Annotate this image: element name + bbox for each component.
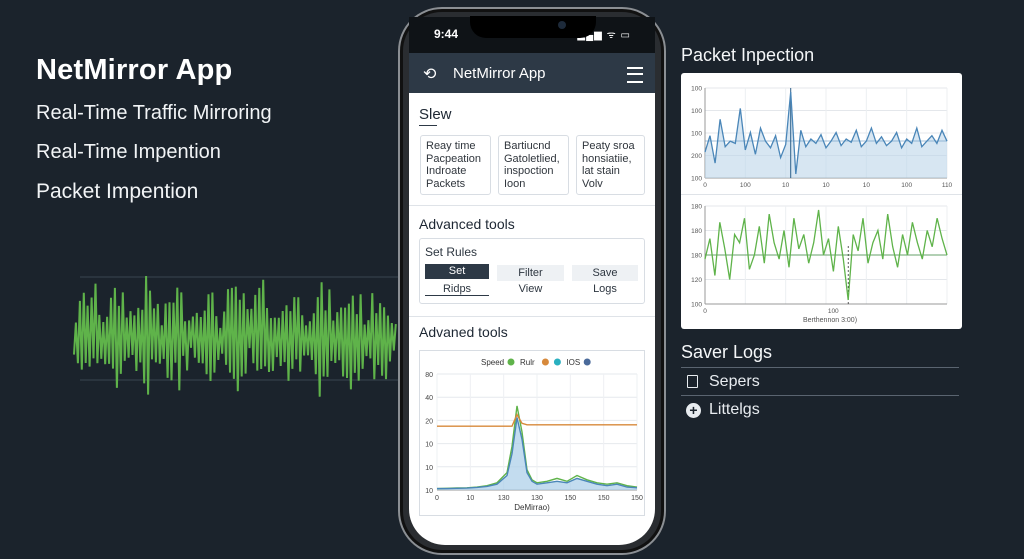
- x-tick-label: 150: [564, 495, 576, 502]
- y-tick-label: 80: [425, 372, 433, 379]
- x-tick-label: 150: [598, 495, 610, 502]
- plus-circle-icon: +: [686, 403, 701, 418]
- inspection-panel: [681, 73, 962, 329]
- x-tick-label: 10: [782, 182, 790, 189]
- y-tick-label: 100: [691, 108, 702, 115]
- phone-notch: [470, 16, 596, 38]
- packet-inspection-title: Packet Inpection: [681, 45, 815, 65]
- feature-card-1[interactable]: Reay time Pacpeation Indroate Packets: [420, 135, 491, 195]
- log-item-littelgs[interactable]: + Littelgs: [686, 401, 956, 423]
- status-icons: ▂▄▆ ᯤ ▭: [577, 30, 631, 41]
- document-icon: [687, 375, 698, 388]
- y-tick-label: 10: [425, 465, 433, 472]
- section-title-advanced-tools: Advanced tools: [419, 216, 515, 232]
- y-tick-label: 10: [425, 442, 433, 449]
- status-time: 9:44: [434, 27, 459, 41]
- y-tick-label: 40: [425, 395, 433, 402]
- log-item-label: Sepers: [709, 373, 760, 390]
- y-tick-label: 100: [691, 176, 702, 183]
- camera-icon: [558, 21, 566, 29]
- app-bar: ⟲ NetMirror App: [409, 53, 655, 93]
- x-tick-label: 130: [531, 495, 543, 502]
- hamburger-icon[interactable]: [627, 67, 643, 83]
- y-tick-label: 100: [691, 302, 702, 309]
- section-underline: [419, 125, 437, 126]
- y-tick-label: 180: [691, 204, 702, 211]
- x-tick-label: 100: [901, 182, 912, 189]
- set-rules-label: Set Rules: [425, 245, 478, 259]
- hero-line-3: Packet Impention: [36, 180, 199, 203]
- x-tick-label: 110: [942, 182, 953, 189]
- divider: [409, 205, 655, 206]
- legend-swatch: [507, 358, 515, 366]
- y-tick-label: 100: [691, 131, 702, 138]
- divider: [409, 316, 655, 317]
- legend-swatch: [541, 358, 549, 366]
- section-title-slew: Slew: [419, 106, 452, 123]
- logo-icon: ⟲: [423, 66, 437, 83]
- view-link[interactable]: View: [518, 283, 543, 295]
- hero-line-1: Real-Time Traffic Mirroring: [36, 102, 272, 124]
- series-line-ios: [437, 417, 638, 490]
- log-item-label: Littelgs: [709, 401, 760, 418]
- section-title-advaned-tools: Advaned tools: [419, 324, 508, 340]
- x-tick-label: 150: [631, 495, 643, 502]
- x-tick-label: 130: [498, 495, 510, 502]
- legend-swatch: [553, 358, 561, 366]
- series-line: [704, 91, 948, 175]
- legend-swatch: [583, 358, 591, 366]
- y-tick-label: 180: [691, 253, 702, 260]
- filter-button[interactable]: Filter: [497, 265, 564, 281]
- series-line-rulr: [437, 413, 637, 427]
- chart-x-label: DeMirrao): [514, 503, 550, 512]
- x-tick-label: 0: [703, 308, 707, 315]
- x-tick-label: 10: [822, 182, 830, 189]
- app-title: NetMirror App: [453, 65, 546, 82]
- save-button[interactable]: Save: [572, 265, 638, 281]
- y-tick-label: 120: [691, 277, 702, 284]
- x-tick-label: 100: [740, 182, 751, 189]
- set-button[interactable]: Set: [425, 264, 489, 279]
- y-tick-label: 10: [425, 488, 433, 495]
- feature-card-3[interactable]: Peaty sroa honsiatiie, lat stain Volv: [576, 135, 645, 195]
- x-tick-label: 0: [703, 182, 707, 189]
- rules-link[interactable]: Ridps: [425, 283, 489, 296]
- x-tick-label: 10: [466, 495, 474, 502]
- y-tick-label: 100: [691, 86, 702, 93]
- x-tick-label: 0: [435, 495, 439, 502]
- logs-divider: [681, 395, 959, 396]
- panel-divider: [681, 194, 962, 195]
- saver-logs-title: Saver Logs: [681, 342, 773, 362]
- y-tick-label: 20: [425, 418, 433, 425]
- x-tick-label: 10: [863, 182, 871, 189]
- hero-line-2: Real-Time Impention: [36, 141, 221, 163]
- hero-title: NetMirror App: [36, 54, 233, 86]
- series-line: [704, 209, 948, 301]
- log-item-sepers[interactable]: Sepers: [686, 373, 956, 395]
- waveform-decoration: [73, 275, 400, 397]
- legend-label: Rulr: [520, 358, 535, 367]
- y-tick-label: 180: [691, 228, 702, 235]
- legend-label: Speed: [481, 358, 504, 367]
- logs-link[interactable]: Logs: [593, 283, 617, 295]
- x-tick-label: 100: [828, 308, 839, 315]
- feature-card-2[interactable]: Bartiucnd Gatoletlied, inspoction Ioon: [498, 135, 569, 195]
- logs-divider: [681, 367, 959, 368]
- y-tick-label: 200: [691, 153, 702, 160]
- series-area: [705, 92, 947, 178]
- chart-x-label: Berthennon 3:00): [803, 317, 857, 324]
- legend-label: IOS: [566, 358, 580, 367]
